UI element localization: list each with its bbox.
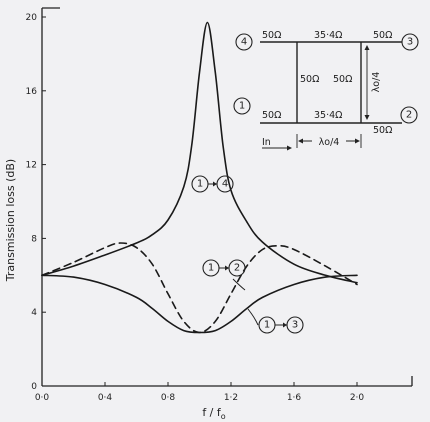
- x-tick-label: 0·4: [98, 393, 113, 403]
- inset-horizontal-arrow-right: [355, 138, 360, 144]
- label-1-3: 1 3: [247, 308, 304, 334]
- label-1-3-leader: [247, 308, 259, 326]
- port-4-circle: [235, 33, 253, 51]
- y-tick-label: 12: [26, 161, 37, 171]
- label-1-2-leader: [232, 278, 246, 291]
- series-line-1-2: [41, 242, 358, 334]
- x-ticks: 0·0 0·4 0·8 1·2 1·6 2·0: [35, 382, 365, 403]
- label-1-4-to-circle: [216, 175, 234, 193]
- inset-vertical-arrow-top: [364, 45, 370, 50]
- inset-input-label: In: [262, 137, 271, 148]
- label-1-2-to-circle: [228, 259, 246, 277]
- y-tick-label: 4: [31, 308, 37, 318]
- port-2-label: 2: [406, 110, 412, 121]
- y-ticks: 0 4 8 12 16 20: [26, 13, 46, 392]
- inset-input-arrowhead: [287, 145, 292, 151]
- inset-vertical-arrow-bottom: [364, 115, 370, 120]
- port-3-circle: [401, 33, 419, 51]
- y-tick-label: 16: [26, 87, 38, 97]
- label-1-3-to: 3: [292, 320, 298, 331]
- y-axis-label: Transmission loss (dB): [4, 159, 17, 282]
- series-line-1-3: [41, 274, 358, 334]
- inset-z-series-top: 35·4Ω: [314, 30, 342, 41]
- inset-length-horizontal: λo/4: [319, 137, 340, 148]
- axes: [41, 7, 413, 387]
- inset-z-shunt-right: 50Ω: [333, 74, 352, 85]
- inset-z-port-bottom-right: 50Ω: [373, 125, 392, 136]
- label-1-4-from: 1: [197, 179, 203, 190]
- port-1-label: 1: [239, 101, 245, 112]
- port-1-circle: [233, 97, 251, 115]
- port-4-label: 4: [241, 37, 247, 48]
- label-1-4: 1 4: [191, 175, 234, 193]
- label-1-3-arrowhead: [283, 322, 287, 328]
- x-axis-label: f / fo: [202, 406, 225, 421]
- port-2-circle: [400, 106, 418, 124]
- inset-z-port-bottom-left: 50Ω: [262, 110, 281, 121]
- label-1-2: 1 2: [202, 259, 246, 291]
- x-tick-label: 0·8: [161, 393, 176, 403]
- series-line-1-4: [41, 21, 358, 284]
- port-3-label: 3: [407, 37, 413, 48]
- label-1-3-to-circle: [286, 316, 304, 334]
- inset-horizontal-arrow-left: [298, 138, 303, 144]
- label-1-4-to: 4: [222, 179, 228, 190]
- x-tick-label: 2·0: [350, 393, 365, 403]
- y-tick-label: 0: [31, 382, 37, 392]
- inset-z-shunt-left: 50Ω: [300, 74, 319, 85]
- label-1-2-from: 1: [208, 263, 214, 274]
- label-1-4-arrowhead: [213, 181, 217, 187]
- series-curves: [41, 21, 358, 334]
- inset-z-port-top-right: 50Ω: [373, 30, 392, 41]
- inset-length-vertical: λo/4: [371, 72, 382, 93]
- x-tick-label: 1·6: [287, 393, 302, 403]
- x-axis-label-subscript: o: [221, 412, 226, 421]
- label-1-3-from: 1: [264, 320, 270, 331]
- inset-horizontal-label-bg: [312, 134, 346, 147]
- label-1-2-to: 2: [234, 263, 240, 274]
- x-tick-label: 0·0: [35, 393, 50, 403]
- inset-z-port-top-left: 50Ω: [262, 30, 281, 41]
- x-tick-label: 1·2: [224, 393, 238, 403]
- label-1-2-arrowhead: [225, 265, 229, 271]
- inset-z-series-bottom: 35·4Ω: [314, 110, 342, 121]
- inset-circuit: 4 3 1 2 50Ω 35·4Ω 50Ω 50Ω 50Ω 50Ω 35·4Ω …: [233, 30, 419, 151]
- y-tick-label: 20: [26, 13, 38, 23]
- y-tick-label: 8: [31, 234, 37, 244]
